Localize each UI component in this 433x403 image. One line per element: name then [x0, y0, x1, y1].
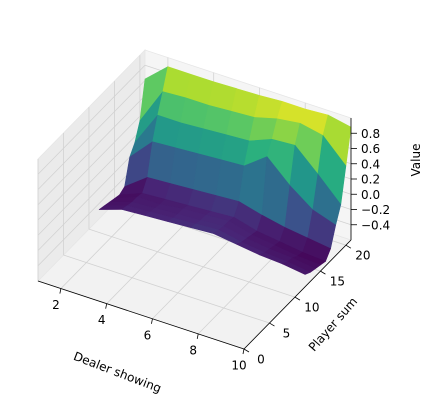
gridline-z	[37, 125, 146, 236]
gridline-z	[37, 80, 146, 190]
gridline-y	[88, 228, 296, 298]
y-tick-mark	[294, 296, 301, 301]
y-tick-mark	[269, 322, 275, 327]
x-axis-line	[37, 280, 245, 350]
gridline-z	[37, 110, 146, 221]
x-axis-label: Dealer showing	[72, 349, 164, 395]
z-tick-label: 0.8	[361, 127, 380, 141]
x-tick-label: 6	[144, 328, 152, 342]
y-tick-label: 0	[257, 353, 265, 367]
y-tick-mark	[345, 244, 352, 249]
x-tick-mark	[59, 288, 62, 294]
x-tick-label: 4	[98, 313, 106, 327]
z-tick-label: −0.2	[361, 203, 390, 217]
gridline-z	[37, 141, 146, 251]
y-tick-label: 20	[355, 249, 370, 263]
x-tick-label: 8	[189, 343, 197, 357]
x-tick-label: 10	[231, 359, 246, 373]
y-tick-mark	[243, 348, 250, 353]
z-tick-label: 0.2	[361, 173, 380, 187]
gridline-z	[37, 95, 146, 206]
z-tick-label: 0.6	[361, 142, 380, 156]
x-tick-label: 2	[52, 298, 60, 312]
y-axis-line	[243, 239, 352, 350]
surface-cell	[281, 261, 311, 275]
y-tick-mark	[320, 270, 326, 275]
x-tick-mark	[242, 348, 245, 355]
x-tick-mark	[196, 333, 199, 339]
x-tick-mark	[105, 303, 108, 309]
y-tick-label: 10	[304, 301, 319, 315]
y-tick-label: 5	[283, 327, 291, 341]
y-tick-label: 15	[330, 275, 345, 289]
gridline-y	[63, 254, 270, 324]
z-tick-label: 0.0	[361, 188, 380, 202]
x-tick-mark	[151, 318, 153, 324]
z-tick-label: 0.4	[361, 157, 380, 171]
gridline-z	[37, 64, 146, 175]
z-axis-label: Value	[409, 144, 423, 177]
z-tick-label: −0.4	[361, 218, 390, 232]
